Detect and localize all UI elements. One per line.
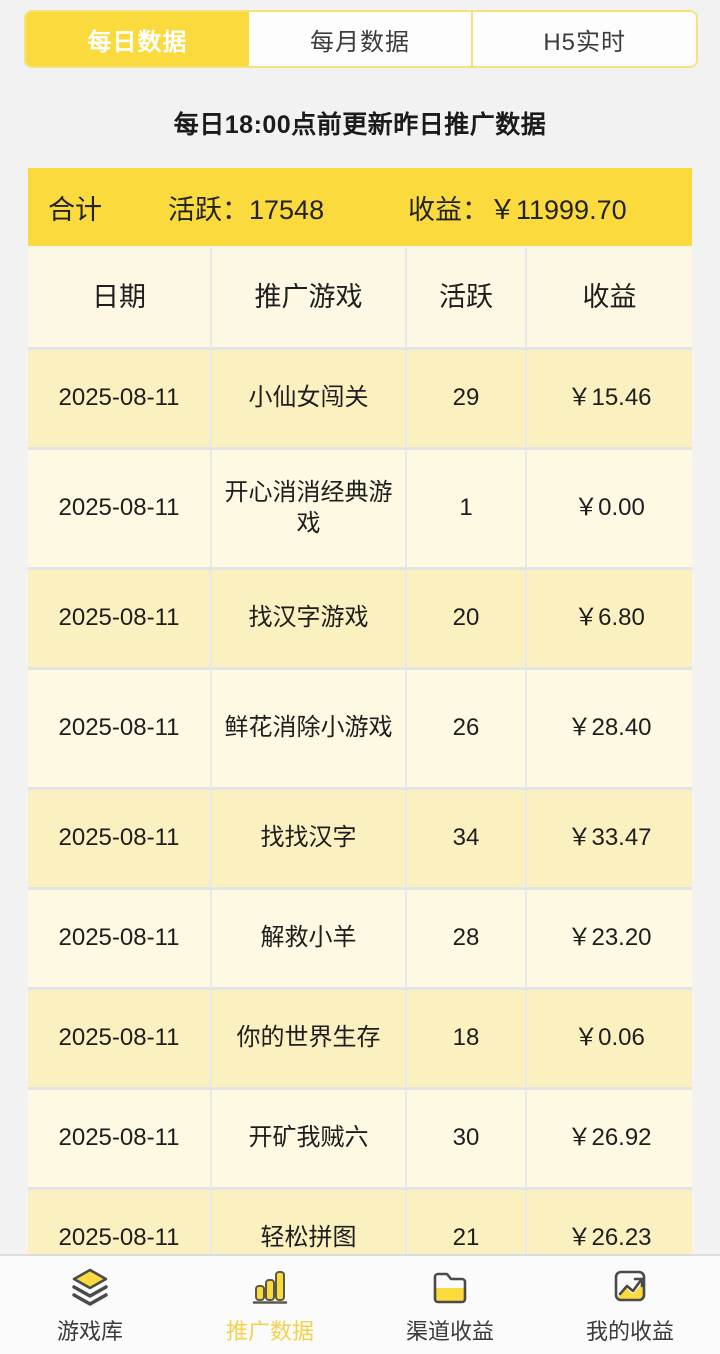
- tab-h5-realtime[interactable]: H5实时: [473, 12, 696, 66]
- cell-game: 开心消消经典游戏: [212, 450, 407, 570]
- layers-icon: [68, 1264, 112, 1308]
- bar-chart-icon: [248, 1264, 292, 1308]
- tab-h5-realtime-label: H5实时: [543, 28, 627, 56]
- cell-income: ￥15.46: [527, 350, 692, 450]
- table-row[interactable]: 2025-08-11 小仙女闯关 29 ￥15.46: [28, 350, 692, 450]
- cell-game: 解救小羊: [212, 890, 407, 990]
- summary-income-value: 收益：￥11999.70: [408, 194, 627, 225]
- cell-active: 26: [407, 670, 527, 790]
- nav-item-promotion-data[interactable]: 推广数据: [180, 1256, 360, 1354]
- cell-income: ￥0.00: [527, 450, 692, 570]
- cell-income: ￥33.47: [527, 790, 692, 890]
- tab-monthly-data[interactable]: 每月数据: [248, 12, 474, 66]
- tab-monthly-data-label: 每月数据: [310, 28, 410, 56]
- table-row[interactable]: 2025-08-11 找汉字游戏 20 ￥6.80: [28, 570, 692, 670]
- table-row[interactable]: 2025-08-11 开矿我贼六 30 ￥26.92: [28, 1090, 692, 1190]
- cell-game: 鲜花消除小游戏: [212, 670, 407, 790]
- nav-item-game-library[interactable]: 游戏库: [0, 1256, 180, 1354]
- nav-item-my-income[interactable]: 我的收益: [540, 1256, 720, 1354]
- cell-income: ￥0.06: [527, 990, 692, 1090]
- trending-chart-icon: [608, 1264, 652, 1308]
- bottom-navigation: 游戏库 推广数据: [0, 1254, 720, 1354]
- table-row[interactable]: 2025-08-11 你的世界生存 18 ￥0.06: [28, 990, 692, 1090]
- nav-item-my-income-label: 我的收益: [585, 1319, 674, 1344]
- cell-date: 2025-08-11: [28, 890, 212, 990]
- table-header-row: 日期 推广游戏 活跃 收益: [28, 248, 692, 350]
- cell-active: 18: [407, 990, 527, 1090]
- cell-income: ￥28.40: [527, 670, 692, 790]
- cell-date: 2025-08-11: [28, 570, 212, 670]
- nav-item-promotion-data-label: 推广数据: [225, 1319, 314, 1344]
- nav-item-channel-income-label: 渠道收益: [405, 1319, 494, 1344]
- folder-icon: [428, 1264, 472, 1308]
- summary-active-value: 活跃：17548: [168, 194, 325, 225]
- summary-bar: 合计 活跃：17548 收益：￥11999.70: [28, 168, 692, 246]
- cell-date: 2025-08-11: [28, 670, 212, 790]
- table-row[interactable]: 2025-08-11 开心消消经典游戏 1 ￥0.00: [28, 450, 692, 570]
- cell-date: 2025-08-11: [28, 790, 212, 890]
- cell-game: 你的世界生存: [212, 990, 407, 1090]
- cell-date: 2025-08-11: [28, 1090, 212, 1190]
- summary-total-label: 合计: [48, 194, 102, 225]
- cell-date: 2025-08-11: [28, 350, 212, 450]
- promotion-data-table: 日期 推广游戏 活跃 收益 2025-08-11 小仙女闯关 29 ￥15.46…: [28, 248, 692, 1290]
- cell-game: 开矿我贼六: [212, 1090, 407, 1190]
- table-row[interactable]: 2025-08-11 找找汉字 34 ￥33.47: [28, 790, 692, 890]
- table-row[interactable]: 2025-08-11 解救小羊 28 ￥23.20: [28, 890, 692, 990]
- cell-game: 找找汉字: [212, 790, 407, 890]
- table-row[interactable]: 2025-08-11 鲜花消除小游戏 26 ￥28.40: [28, 670, 692, 790]
- cell-active: 30: [407, 1090, 527, 1190]
- cell-active: 20: [407, 570, 527, 670]
- column-header-date: 日期: [28, 248, 212, 350]
- cell-date: 2025-08-11: [28, 990, 212, 1090]
- tab-daily-data[interactable]: 每日数据: [26, 12, 249, 66]
- nav-item-channel-income[interactable]: 渠道收益: [360, 1256, 540, 1354]
- cell-income: ￥6.80: [527, 570, 692, 670]
- cell-active: 34: [407, 790, 527, 890]
- cell-game: 找汉字游戏: [212, 570, 407, 670]
- cell-active: 28: [407, 890, 527, 990]
- update-notice: 每日18:00点前更新昨日推广数据: [173, 111, 547, 139]
- cell-income: ￥23.20: [527, 890, 692, 990]
- column-header-income: 收益: [527, 248, 692, 350]
- tab-bar: 每日数据 每月数据 H5实时: [24, 10, 698, 68]
- nav-item-game-library-label: 游戏库: [56, 1319, 123, 1344]
- tab-daily-data-label: 每日数据: [87, 28, 188, 56]
- cell-date: 2025-08-11: [28, 450, 212, 570]
- cell-game: 小仙女闯关: [212, 350, 407, 450]
- cell-income: ￥26.92: [527, 1090, 692, 1190]
- cell-active: 1: [407, 450, 527, 570]
- cell-active: 29: [407, 350, 527, 450]
- column-header-active: 活跃: [407, 248, 527, 350]
- column-header-game: 推广游戏: [212, 248, 407, 350]
